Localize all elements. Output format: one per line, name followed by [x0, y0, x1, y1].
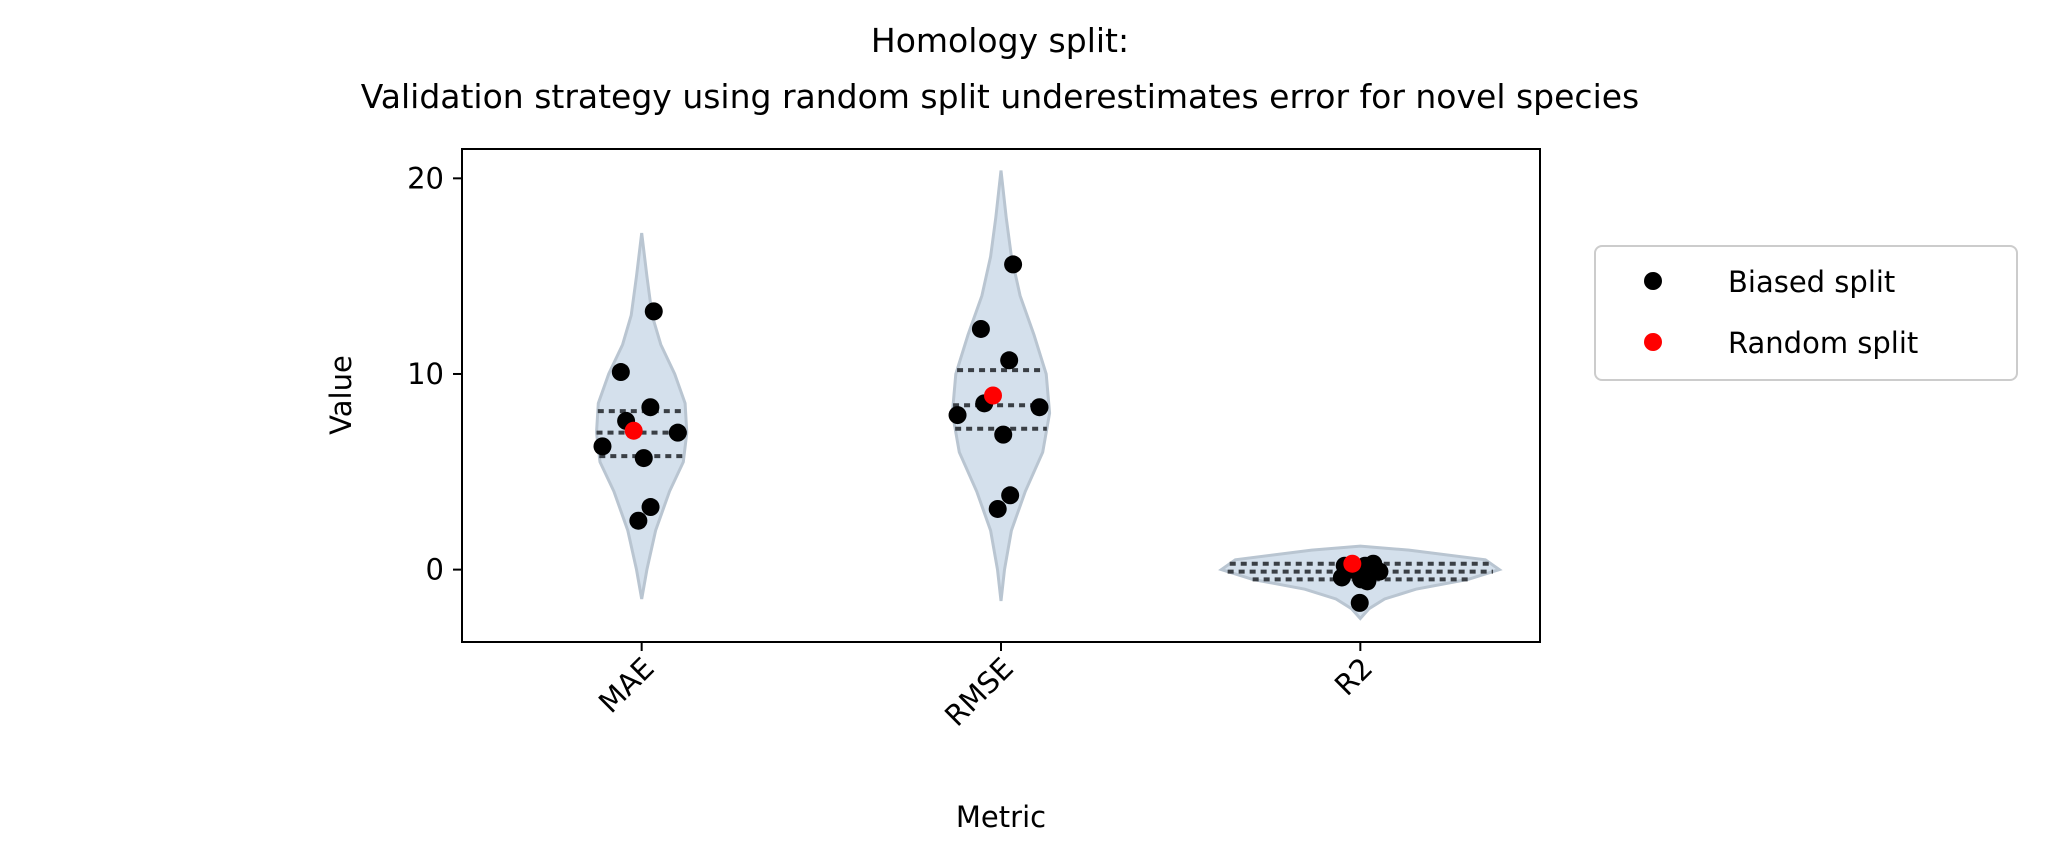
- y-axis-label: Value: [324, 355, 358, 435]
- point-biased-split: [611, 363, 630, 382]
- legend-marker-random: [1644, 333, 1662, 351]
- point-biased-split: [1000, 351, 1019, 370]
- point-biased-split: [1332, 568, 1351, 587]
- chart-title: Homology split:: [871, 21, 1129, 60]
- point-biased-split: [634, 449, 653, 468]
- point-biased-split: [641, 498, 660, 517]
- legend-frame: [1594, 245, 2018, 381]
- point-biased-split: [644, 302, 663, 321]
- violin-mae: [594, 232, 689, 600]
- legend-label-biased: Biased split: [1728, 265, 1895, 299]
- legend: Biased split Random split: [1594, 245, 2018, 381]
- point-biased-split: [641, 398, 660, 417]
- point-biased-split: [988, 499, 1007, 518]
- point-biased-split: [1370, 562, 1389, 581]
- x-tick-label: RMSE: [938, 651, 1020, 733]
- y-tick-label: 20: [407, 161, 444, 195]
- legend-label-random: Random split: [1728, 326, 1918, 360]
- legend-marker-biased: [1644, 272, 1662, 290]
- point-biased-split: [994, 425, 1013, 444]
- y-tick-label: 10: [407, 357, 444, 391]
- point-biased-split: [1358, 572, 1377, 591]
- y-axis: 0 10 20: [407, 161, 462, 587]
- point-biased-split: [1001, 486, 1020, 505]
- x-axis: MAE RMSE R2: [592, 642, 1379, 733]
- plot-area: [593, 170, 1503, 621]
- point-biased-split: [1350, 593, 1369, 612]
- point-biased-split: [971, 319, 990, 338]
- point-biased-split: [948, 406, 967, 425]
- point-random-split: [984, 386, 1002, 405]
- point-biased-split: [1030, 398, 1049, 417]
- x-tick-label: MAE: [592, 651, 661, 720]
- point-biased-split: [668, 423, 687, 442]
- violin-rmse: [950, 170, 1052, 602]
- point-biased-split: [1004, 255, 1023, 274]
- point-random-split: [624, 421, 643, 440]
- x-tick-label: R2: [1328, 651, 1379, 702]
- x-axis-label: Metric: [956, 800, 1046, 834]
- point-biased-split: [629, 511, 648, 530]
- point-random-split: [1343, 554, 1362, 573]
- chart-subtitle: Validation strategy using random split u…: [361, 77, 1640, 116]
- point-biased-split: [593, 437, 612, 456]
- y-tick-label: 0: [426, 553, 444, 587]
